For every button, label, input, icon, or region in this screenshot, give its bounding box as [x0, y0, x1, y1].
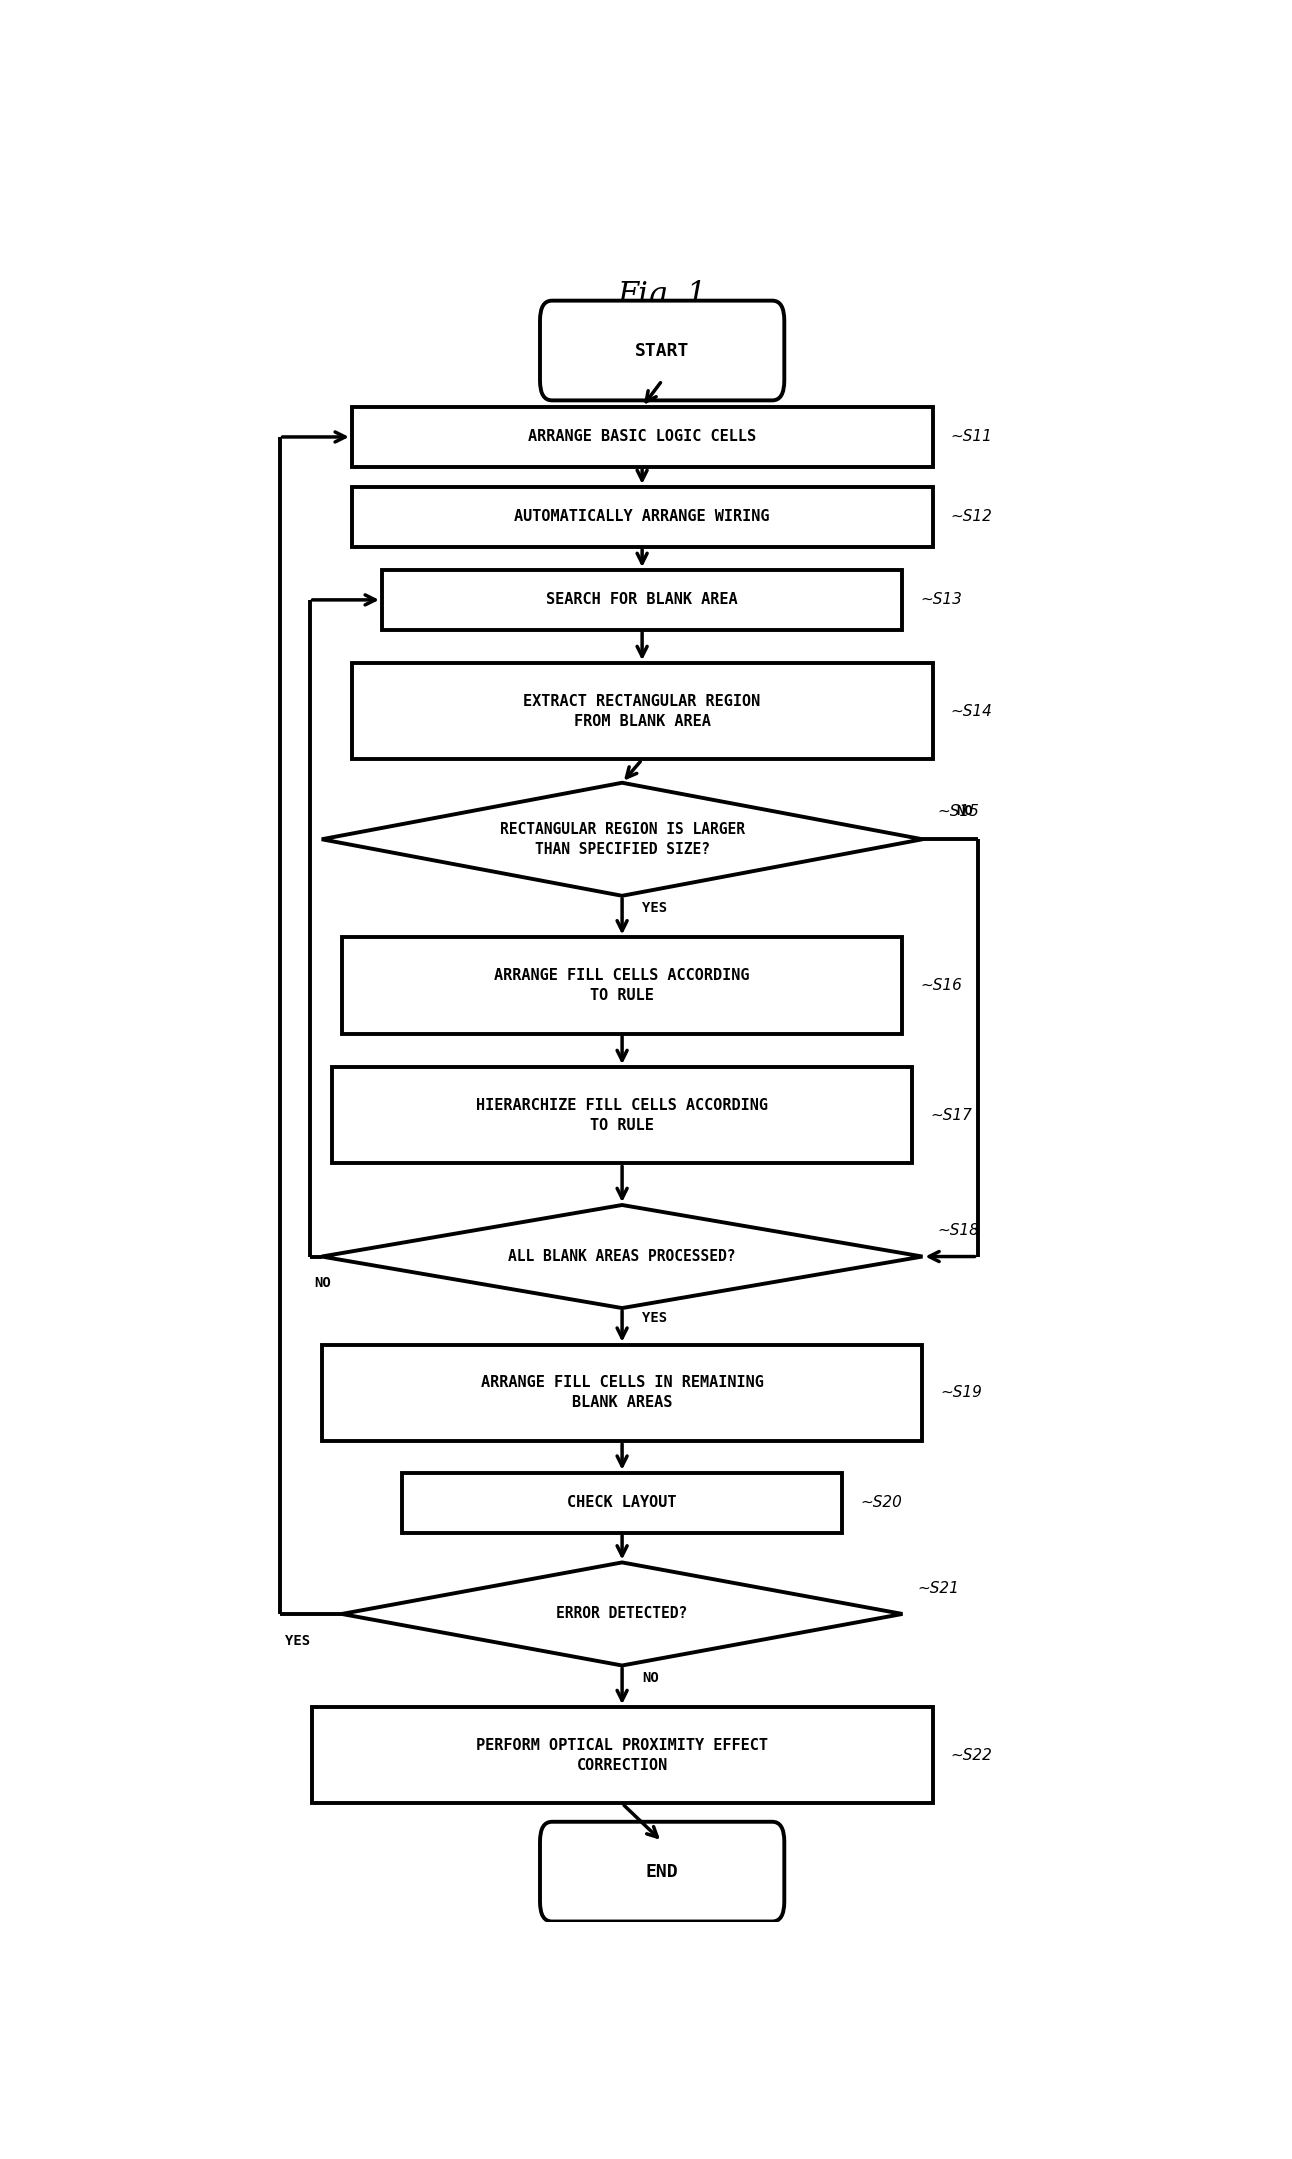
Bar — [341, 937, 902, 1034]
Bar — [311, 1708, 933, 1803]
Polygon shape — [322, 784, 922, 896]
Text: ARRANGE FILL CELLS ACCORDING
TO RULE: ARRANGE FILL CELLS ACCORDING TO RULE — [495, 967, 749, 1004]
Polygon shape — [341, 1563, 902, 1665]
Text: NO: NO — [315, 1276, 332, 1291]
Text: CHECK LAYOUT: CHECK LAYOUT — [567, 1494, 677, 1509]
Polygon shape — [322, 1205, 922, 1308]
Text: YES: YES — [284, 1634, 310, 1647]
Text: EXTRACT RECTANGULAR REGION
FROM BLANK AREA: EXTRACT RECTANGULAR REGION FROM BLANK AR… — [523, 693, 761, 728]
FancyBboxPatch shape — [540, 300, 784, 399]
Bar — [351, 408, 933, 466]
FancyBboxPatch shape — [540, 1822, 784, 1922]
Text: ∼S21: ∼S21 — [917, 1580, 960, 1596]
Text: ARRANGE FILL CELLS IN REMAINING
BLANK AREAS: ARRANGE FILL CELLS IN REMAINING BLANK AR… — [481, 1375, 764, 1410]
Text: ∼S22: ∼S22 — [951, 1749, 992, 1762]
Text: RECTANGULAR REGION IS LARGER
THAN SPECIFIED SIZE?: RECTANGULAR REGION IS LARGER THAN SPECIF… — [500, 823, 744, 857]
Text: AUTOMATICALLY ARRANGE WIRING: AUTOMATICALLY ARRANGE WIRING — [514, 510, 770, 525]
Bar — [332, 1067, 912, 1164]
Text: ERROR DETECTED?: ERROR DETECTED? — [557, 1606, 687, 1621]
Text: ARRANGE BASIC LOGIC CELLS: ARRANGE BASIC LOGIC CELLS — [528, 430, 756, 445]
Text: HIERARCHIZE FILL CELLS ACCORDING
TO RULE: HIERARCHIZE FILL CELLS ACCORDING TO RULE — [475, 1097, 769, 1133]
Text: YES: YES — [642, 1311, 667, 1326]
Bar — [402, 1472, 842, 1533]
Text: SEARCH FOR BLANK AREA: SEARCH FOR BLANK AREA — [547, 592, 738, 607]
Text: PERFORM OPTICAL PROXIMITY EFFECT
CORRECTION: PERFORM OPTICAL PROXIMITY EFFECT CORRECT… — [475, 1738, 769, 1773]
Bar — [382, 570, 902, 630]
Text: YES: YES — [642, 900, 667, 915]
Text: ∼S13: ∼S13 — [920, 592, 963, 607]
Text: ∼S12: ∼S12 — [951, 510, 992, 525]
Text: ∼S16: ∼S16 — [920, 978, 963, 993]
Text: ∼S11: ∼S11 — [951, 430, 992, 445]
Text: START: START — [634, 341, 690, 361]
Text: Fig. 1: Fig. 1 — [618, 281, 707, 311]
Bar — [322, 1345, 922, 1440]
Text: ∼S15: ∼S15 — [938, 803, 979, 818]
Bar — [351, 663, 933, 760]
Text: ∼S17: ∼S17 — [930, 1108, 973, 1123]
Text: ∼S20: ∼S20 — [860, 1494, 902, 1509]
Text: ∼S18: ∼S18 — [938, 1224, 979, 1239]
Text: END: END — [646, 1863, 678, 1880]
Text: ALL BLANK AREAS PROCESSED?: ALL BLANK AREAS PROCESSED? — [508, 1250, 736, 1263]
Text: NO: NO — [642, 1671, 659, 1684]
Text: ∼S14: ∼S14 — [951, 704, 992, 719]
Text: NO: NO — [956, 803, 973, 818]
Text: ∼S19: ∼S19 — [941, 1386, 982, 1401]
Bar — [351, 486, 933, 546]
